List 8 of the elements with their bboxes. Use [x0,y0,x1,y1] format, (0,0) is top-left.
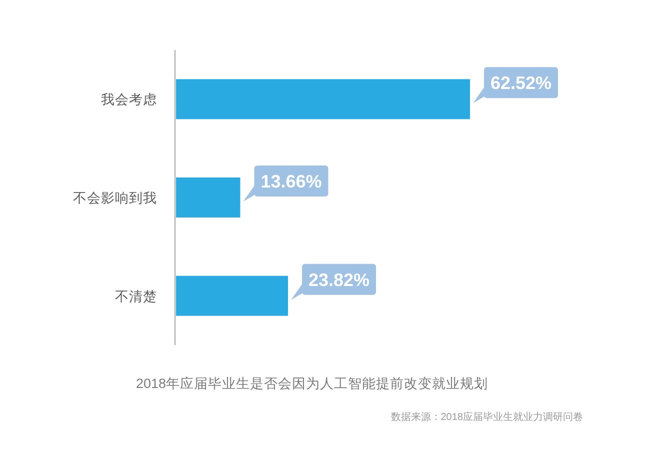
data-label: 23.82% [308,270,370,290]
y-tick-label: 不会影响到我 [73,190,157,206]
source-note: 数据来源：2018应届毕业生就业力调研问卷 [390,411,583,423]
text: 2018年应届毕业生是否会因为人工智能提前改变就业规划 [136,376,488,391]
y-tick-label: 我会考虑 [101,92,157,108]
y-tick-label: 不清楚 [115,288,157,304]
data-label: 62.52% [490,73,552,94]
data-label: 13.66% [260,172,322,192]
